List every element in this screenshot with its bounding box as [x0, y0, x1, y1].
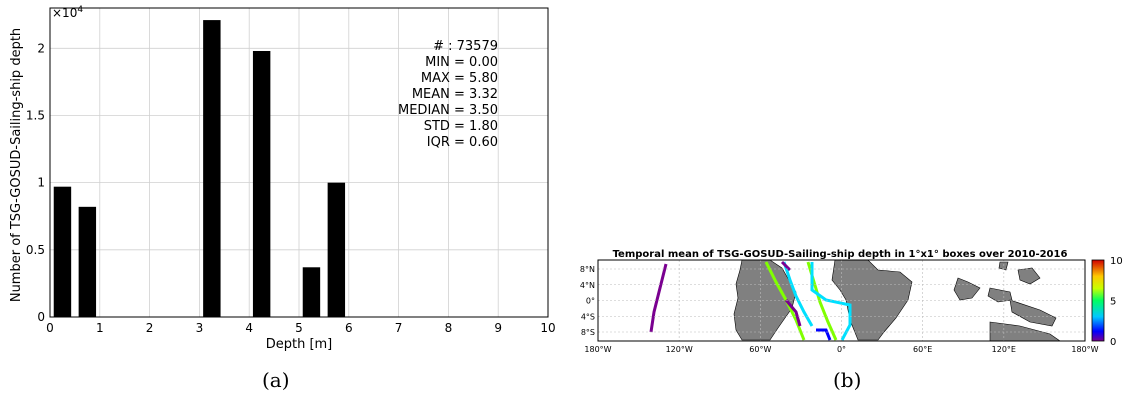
track-blue-gulf: [816, 328, 832, 341]
map-y-tick-label: 4°S: [581, 312, 595, 321]
track-purple-brazil: [784, 299, 802, 327]
map-x-tick-label: 120°W: [666, 345, 693, 354]
x-tick-label: 6: [345, 321, 353, 335]
map-x-tick-label: 180°W: [584, 345, 611, 354]
plot-frame: [49, 7, 549, 318]
histogram-bar: [327, 182, 346, 317]
stats-line: MIN = 0.00: [425, 55, 498, 70]
indonesia-land-1: [953, 277, 981, 301]
map-y-tick-labels: 8°N 4°N 0° 4°S 8°S: [580, 265, 595, 337]
y-tick-label: 1.5: [26, 108, 45, 122]
x-tick-label: 8: [445, 321, 453, 335]
land-masses: [733, 259, 1061, 342]
map-y-tick-label: 4°N: [580, 281, 595, 290]
y-tick-labels: 0 0.5 1 1.5 2: [26, 41, 45, 324]
colorbar: [1091, 259, 1105, 342]
x-axis-label: Depth [m]: [266, 337, 333, 352]
x-tick-label: 5: [295, 321, 303, 335]
x-tick-label: 2: [146, 321, 154, 335]
map-x-tick-label: 60°W: [749, 345, 771, 354]
indonesia-land-3: [1009, 299, 1057, 327]
australia-land: [989, 321, 1061, 342]
map-y-tick-label: 8°S: [581, 328, 595, 337]
stats-line: # : 73579: [433, 39, 498, 54]
map-x-tick-label: 0°: [837, 345, 846, 354]
histogram-bar: [252, 50, 271, 317]
map-x-tick-label: 60°E: [913, 345, 932, 354]
y-tick-label: 1: [37, 176, 45, 190]
map-x-tick-label: 180°W: [1071, 345, 1098, 354]
stats-line: MEDIAN = 3.50: [398, 103, 498, 118]
x-tick-labels: 0 1 2 3 4 5 6 7 8 9 10: [46, 321, 555, 335]
histogram-bar: [53, 186, 72, 317]
south-america-land: [733, 259, 797, 341]
x-tick-label: 10: [540, 321, 555, 335]
x-tick-label: 0: [46, 321, 54, 335]
bar-series: [53, 20, 346, 317]
x-tick-label: 9: [494, 321, 502, 335]
map-title: Temporal mean of TSG-GOSUD-Sailing-ship …: [613, 249, 1068, 260]
colorbar-tick-label: 10: [1110, 256, 1123, 267]
stats-line: MAX = 5.80: [421, 71, 498, 86]
track-purple-north: [780, 260, 792, 272]
y-tick-label: 0.5: [26, 243, 45, 257]
histogram-bar: [203, 20, 221, 317]
x-tick-label: 3: [196, 321, 204, 335]
ship-tracks: [649, 260, 852, 341]
x-tick-label: 7: [395, 321, 403, 335]
pacific-island: [998, 261, 1009, 271]
track-cyan-atlantic: [782, 261, 814, 327]
y-tick-label: 2: [37, 41, 45, 55]
histogram-bar: [302, 267, 321, 317]
map-chart: Temporal mean of TSG-GOSUD-Sailing-ship …: [580, 249, 1123, 354]
track-cyan-gulf: [810, 262, 852, 341]
stats-line: MEAN = 3.32: [412, 87, 498, 102]
map-x-tick-label: 120°E: [992, 345, 1016, 354]
indonesia-land-2: [987, 287, 1013, 303]
stats-line: STD = 1.80: [424, 119, 498, 134]
colorbar-tick-label: 0: [1110, 337, 1116, 348]
y-multiplier: ×104: [52, 5, 83, 20]
map-frame: [597, 259, 1086, 342]
x-tick-label: 1: [96, 321, 104, 335]
track-purple-pacific: [649, 263, 668, 333]
histogram-bar: [78, 206, 97, 317]
colorbar-tick-labels: 10 5 0: [1110, 256, 1123, 348]
map-gridlines: [598, 260, 1085, 341]
panel-label-a: (a): [262, 368, 290, 392]
y-tick-label: 0: [37, 310, 45, 324]
new-guinea-land: [1017, 267, 1041, 285]
colorbar-tick-label: 5: [1110, 297, 1116, 308]
stats-line: IQR = 0.60: [427, 135, 498, 150]
panel-label-b: (b): [833, 368, 862, 392]
histogram-chart: 0 1 2 3 4 5 6 7 8 9 10 0 0.5 1 1.5 2 ×104 Depth [m] Nu…: [9, 5, 556, 352]
map-x-tick-labels: 180°W 120°W 60°W 0° 60°E 120°E 180°W: [584, 345, 1098, 354]
x-tick-label: 4: [245, 321, 253, 335]
map-y-tick-label: 8°N: [580, 265, 595, 274]
map-y-tick-label: 0°: [586, 297, 595, 306]
y-axis-label: Number of TSG-GOSUD-Sailing-ship depth: [9, 28, 24, 302]
